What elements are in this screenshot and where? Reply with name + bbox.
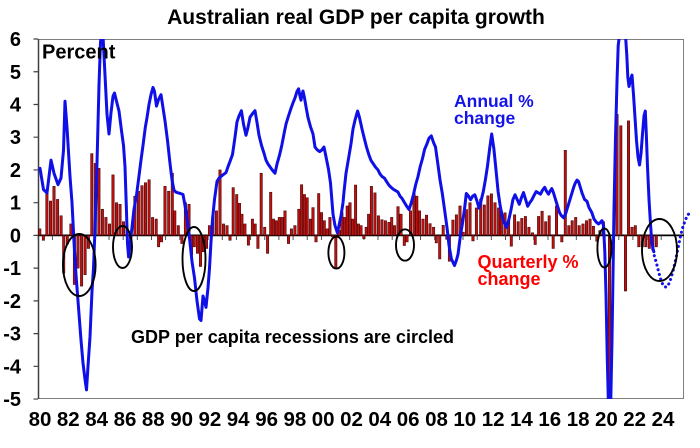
svg-text:84: 84 <box>85 408 108 431</box>
svg-text:88: 88 <box>142 408 165 431</box>
svg-text:Quarterly %: Quarterly % <box>478 252 579 272</box>
svg-text:10: 10 <box>453 408 476 431</box>
svg-text:-2: -2 <box>3 291 21 313</box>
svg-text:06: 06 <box>397 408 420 431</box>
svg-text:5: 5 <box>10 62 21 84</box>
svg-text:16: 16 <box>538 408 561 431</box>
svg-text:1: 1 <box>10 193 21 215</box>
svg-text:6: 6 <box>10 29 21 51</box>
svg-text:Australian real GDP per capita: Australian real GDP per capita growth <box>167 6 545 29</box>
svg-text:Annual %: Annual % <box>454 91 534 111</box>
svg-text:14: 14 <box>510 408 533 431</box>
svg-text:2: 2 <box>10 160 21 182</box>
svg-text:Percent: Percent <box>42 42 116 64</box>
svg-text:-3: -3 <box>3 324 21 346</box>
svg-text:0: 0 <box>10 225 21 247</box>
svg-text:08: 08 <box>425 408 448 431</box>
svg-text:20: 20 <box>595 408 618 431</box>
svg-text:02: 02 <box>340 408 363 431</box>
svg-text:-1: -1 <box>3 258 21 280</box>
svg-text:86: 86 <box>114 408 137 431</box>
svg-text:90: 90 <box>170 408 193 431</box>
svg-text:change: change <box>478 269 541 289</box>
svg-text:98: 98 <box>283 408 306 431</box>
svg-text:96: 96 <box>255 408 278 431</box>
svg-text:92: 92 <box>198 408 221 431</box>
svg-text:18: 18 <box>567 408 590 431</box>
svg-text:82: 82 <box>57 408 80 431</box>
svg-text:22: 22 <box>623 408 646 431</box>
svg-text:-5: -5 <box>3 389 21 411</box>
svg-text:4: 4 <box>10 94 22 116</box>
svg-text:12: 12 <box>482 408 505 431</box>
svg-text:24: 24 <box>652 408 675 431</box>
svg-text:00: 00 <box>312 408 335 431</box>
svg-text:GDP per capita recessions are: GDP per capita recessions are circled <box>131 327 454 347</box>
svg-text:-4: -4 <box>3 356 22 378</box>
svg-text:80: 80 <box>29 408 52 431</box>
svg-text:change: change <box>454 108 516 128</box>
svg-text:3: 3 <box>10 127 21 149</box>
svg-text:04: 04 <box>368 408 391 431</box>
svg-text:94: 94 <box>227 408 250 431</box>
